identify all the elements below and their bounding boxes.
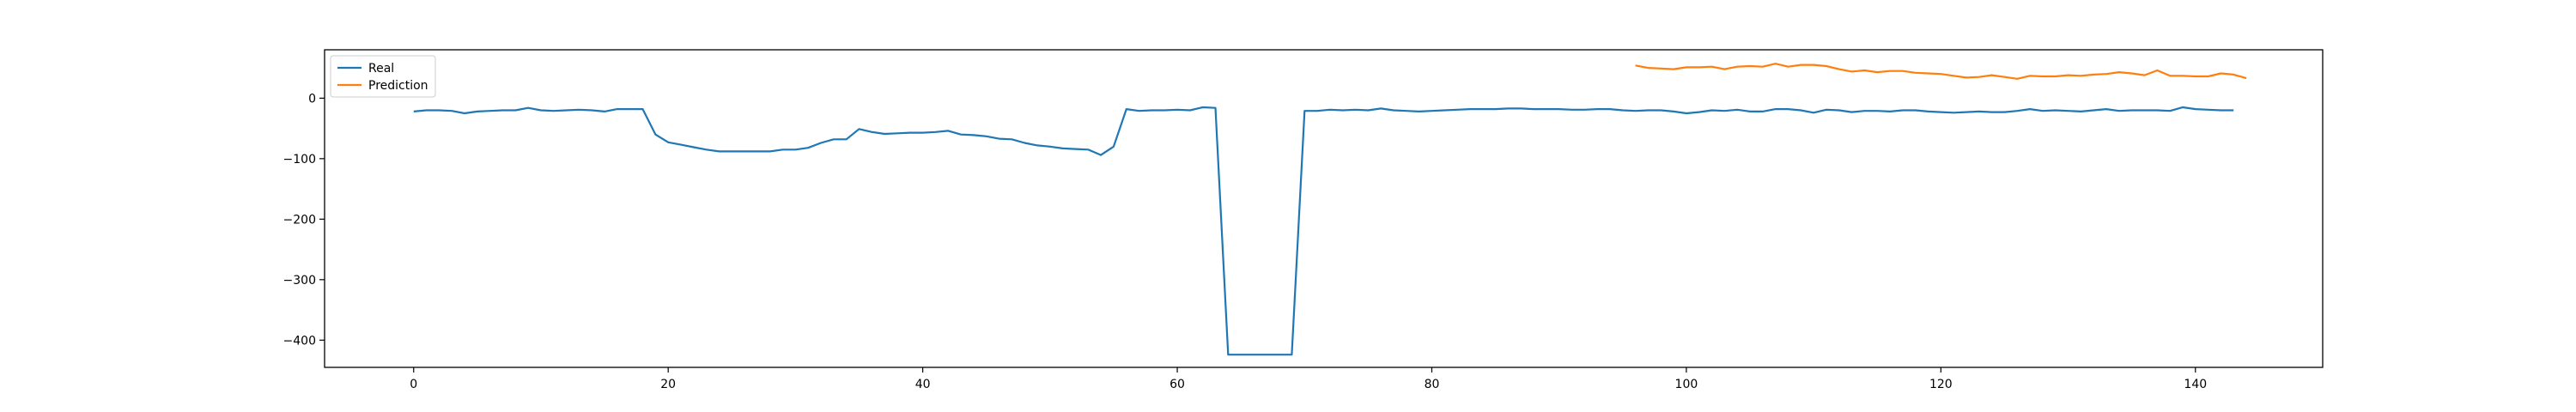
x-tick-label: 20 xyxy=(660,378,676,391)
x-tick-label: 0 xyxy=(410,378,417,391)
axes-layer: 0 20 40 60 80 100 120 140 0 −100 −200 −300 −400 xyxy=(283,49,2324,391)
y-tick-label: −300 xyxy=(283,274,316,288)
y-tick-label: −400 xyxy=(283,334,316,348)
plot-frame xyxy=(324,49,2324,368)
y-tick-label: −200 xyxy=(283,213,316,227)
x-tick-label: 40 xyxy=(915,378,931,391)
x-tick-label: 120 xyxy=(1929,378,1953,391)
x-tick-label: 60 xyxy=(1170,378,1185,391)
legend: Real Prediction xyxy=(330,55,436,98)
x-tick-label: 140 xyxy=(2184,378,2207,391)
series-line-prediction xyxy=(1635,63,2247,80)
x-tick-label: 80 xyxy=(1425,378,1440,391)
x-tick-label: 100 xyxy=(1675,378,1698,391)
y-tick-label: −100 xyxy=(283,153,316,167)
y-tick-label: 0 xyxy=(308,92,316,106)
series-layer xyxy=(413,63,2247,356)
series-line-real xyxy=(413,106,2234,356)
legend-label-real: Real xyxy=(368,62,394,76)
legend-label-prediction: Prediction xyxy=(368,79,428,93)
legend-box xyxy=(330,55,436,98)
